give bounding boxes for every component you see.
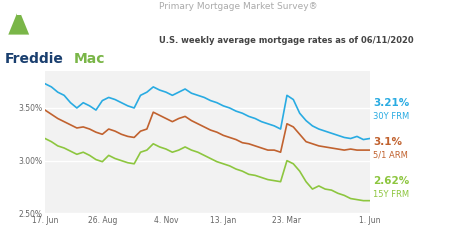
- Text: 2.62%: 2.62%: [373, 176, 409, 186]
- Text: Freddie: Freddie: [5, 52, 64, 66]
- Text: U.S. weekly average mortgage rates as of 06/11/2020: U.S. weekly average mortgage rates as of…: [159, 36, 413, 45]
- Text: 5/1 ARM: 5/1 ARM: [373, 151, 408, 160]
- Text: Primary Mortgage Market Survey®: Primary Mortgage Market Survey®: [159, 2, 318, 11]
- Polygon shape: [8, 9, 29, 35]
- Text: Mac: Mac: [73, 52, 105, 66]
- Text: 3.1%: 3.1%: [373, 137, 402, 147]
- Text: 3.21%: 3.21%: [373, 98, 409, 108]
- Text: 15Y FRM: 15Y FRM: [373, 190, 409, 199]
- Polygon shape: [17, 7, 21, 15]
- Text: 30Y FRM: 30Y FRM: [373, 112, 409, 121]
